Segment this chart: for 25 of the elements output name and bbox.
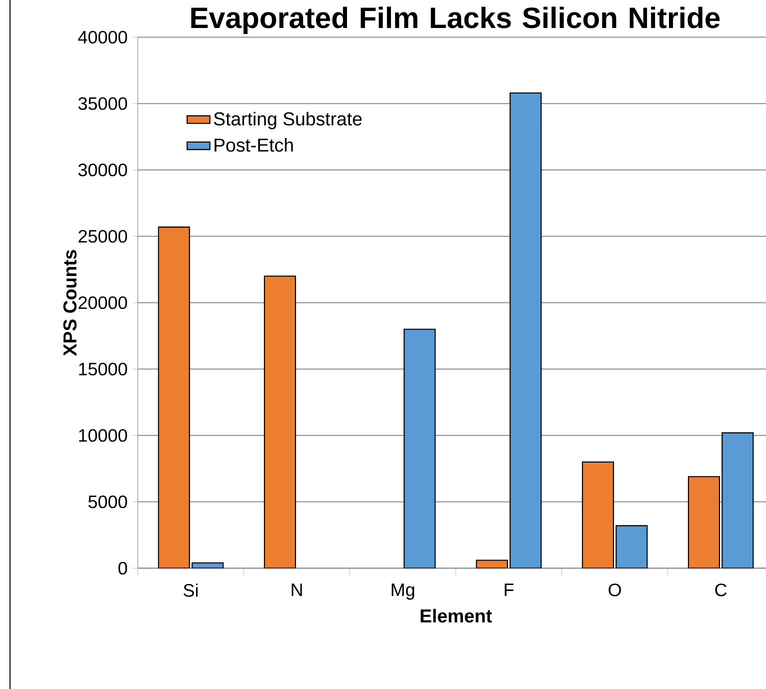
bar (404, 328, 436, 568)
y-tick-label: 15000 (79, 362, 128, 376)
x-tick-label: Si (184, 584, 198, 597)
y-tick-label: 40000 (78, 30, 128, 44)
legend-label: Post-Etch (214, 138, 293, 152)
bar (616, 525, 648, 568)
y-tick-label: 35000 (78, 97, 128, 110)
y-tick-label: 20000 (78, 296, 128, 310)
y-tick-label: 0 (118, 562, 128, 575)
chart-title: Evaporated Film Lacks Silicon Nitride (191, 6, 720, 34)
x-tick-label: N (292, 584, 302, 596)
bar (722, 432, 754, 568)
y-tick-label: 30000 (78, 164, 128, 176)
x-tick-label: C (715, 584, 727, 596)
bar (264, 276, 296, 568)
bar (510, 92, 542, 568)
legend-label: Starting Substrate (214, 112, 362, 130)
x-tick-label: F (504, 584, 514, 596)
y-axis-title: XPS Counts (63, 250, 77, 356)
y-tick-label: 5000 (88, 495, 128, 508)
y-tick-label: 10000 (79, 429, 128, 442)
x-tick-label: O (608, 584, 621, 596)
y-tick-label: 25000 (78, 230, 128, 243)
x-tick-label: Mg (392, 584, 414, 600)
x-axis-title: Element (420, 608, 492, 623)
